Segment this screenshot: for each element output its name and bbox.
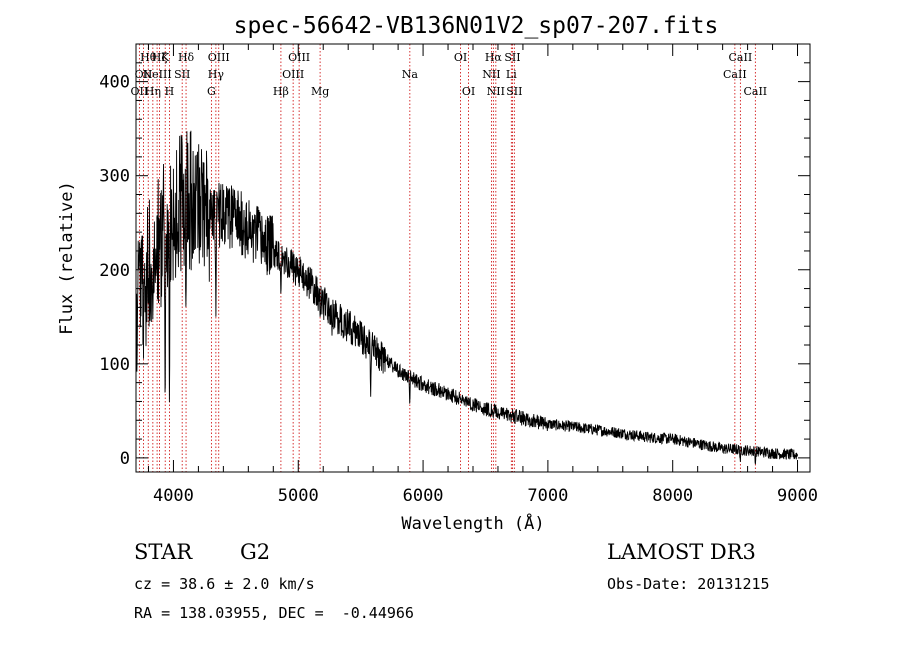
spectral-line-label: Hδ (178, 51, 195, 64)
spectral-line-label: SII (174, 68, 190, 81)
y-tick-label: 200 (99, 261, 130, 281)
spectral-line-label: OII (135, 68, 153, 81)
redshift-velocity: cz = 38.6 ± 2.0 km/s (134, 575, 315, 593)
spectral-line-label: Hθ (140, 51, 157, 64)
spectral-line-label: Mg (311, 85, 329, 98)
spectral-line-label: Hα (485, 51, 503, 64)
y-tick-label: 300 (99, 167, 130, 187)
y-tick-label: 0 (120, 449, 130, 469)
spectral-line-label: OII (131, 85, 149, 98)
spectral-line-label: Hβ (273, 85, 289, 98)
spectral-line-markers (138, 44, 756, 472)
spectral-line-label: CaII (723, 68, 747, 81)
y-axis-ticks: 0 100 200 300 400 (99, 62, 810, 469)
spectral-line-label: OIII (282, 68, 304, 81)
y-axis-label: Flux (relative) (57, 181, 77, 335)
spectral-line-label: CaII (743, 85, 767, 98)
spectral-line-label: Hγ (208, 68, 225, 81)
x-tick-label: 7000 (527, 486, 568, 506)
spectral-line-label: Hζ (152, 51, 168, 64)
spectral-line-labels: OII OII Hθ Hη NeIII HζK H SII Hδ G Hγ OIII Hβ OIII OII… (131, 51, 768, 98)
spectral-line-label: OIII (208, 51, 230, 64)
spectral-line-label: H (165, 85, 175, 98)
spectral-line-label: OI (462, 85, 475, 98)
coordinates: RA = 138.03955, DEC = -0.44966 (134, 604, 414, 622)
x-tick-label: 9000 (777, 486, 818, 506)
spectral-line-label: K (161, 51, 170, 64)
x-tick-label: 8000 (652, 486, 693, 506)
spectral-line-label: Hη (145, 85, 161, 98)
spectral-line-label: NII (482, 68, 500, 81)
x-tick-label: 5000 (278, 486, 319, 506)
spectral-line-label: CaII (729, 51, 753, 64)
spectral-line-label: SII (504, 51, 520, 64)
spectral-line-label: Li (506, 68, 517, 81)
x-tick-label: 4000 (153, 486, 194, 506)
spectral-line-label: G (207, 85, 216, 98)
y-tick-label: 100 (99, 355, 130, 375)
spectral-line-label: OI (454, 51, 467, 64)
survey-name: LAMOST DR3 (607, 540, 756, 564)
spectral-line-label: OIII (288, 51, 310, 64)
x-axis-ticks: 4000 5000 6000 7000 8000 9000 (147, 44, 818, 506)
spectrum-line (135, 130, 798, 465)
chart-title: spec-56642-VB136N01V2_sp07-207.fits (234, 13, 719, 39)
observation-date: Obs-Date: 20131215 (607, 575, 770, 593)
x-axis-label: Wavelength (Å) (401, 512, 544, 534)
spectral-subclass: G2 (240, 540, 271, 564)
y-tick-label: 400 (99, 73, 130, 93)
spectral-line-label: SII (506, 85, 522, 98)
spectral-line-label: NeIII (143, 68, 172, 81)
x-tick-label: 6000 (403, 486, 444, 506)
spectral-line-label: Na (402, 68, 419, 81)
spectral-line-label: NII (487, 85, 505, 98)
object-class: STAR (134, 540, 193, 564)
